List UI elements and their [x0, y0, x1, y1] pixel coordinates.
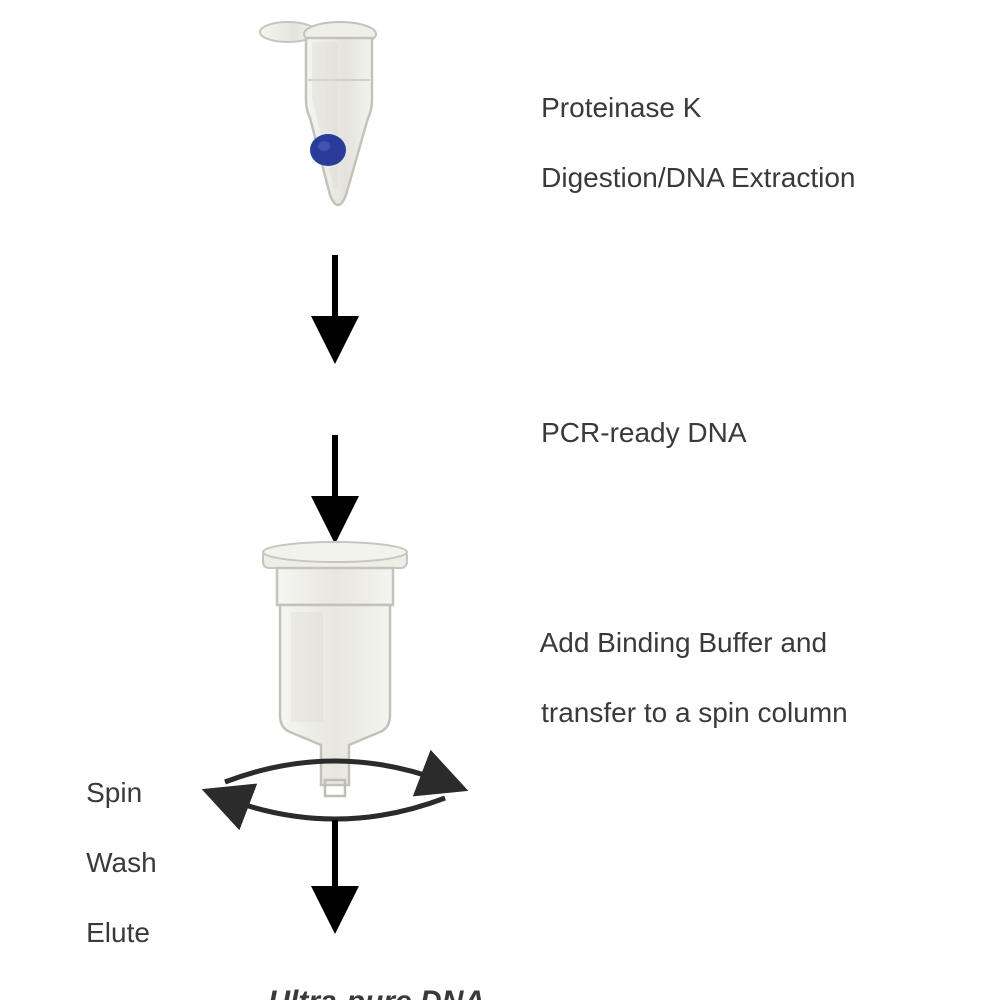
step2-line2: transfer to a spin column [541, 697, 848, 728]
side-label: Spin Wash Elute [55, 740, 157, 985]
mid-label: PCR-ready DNA [510, 380, 747, 485]
side-line2: Wash [86, 847, 157, 878]
step1-label: Proteinase K Digestion/DNA Extraction [510, 55, 855, 230]
spin-column-icon [263, 542, 407, 796]
step1-line2: Digestion/DNA Extraction [541, 162, 855, 193]
step2-label: Add Binding Buffer and transfer to a spi… [510, 590, 848, 765]
step1-line1: Proteinase K [541, 92, 701, 123]
step2-line1: Add Binding Buffer and [540, 627, 827, 658]
microtube-icon [260, 22, 376, 205]
side-line3: Elute [86, 917, 150, 948]
side-line1: Spin [86, 777, 142, 808]
diagram-canvas: Proteinase K Digestion/DNA Extraction PC… [0, 0, 1000, 1000]
final-line1: Ultra-pure DNA [268, 985, 485, 1000]
final-label: Ultra-pure DNA [235, 945, 485, 1000]
mid-line1: PCR-ready DNA [541, 417, 746, 448]
